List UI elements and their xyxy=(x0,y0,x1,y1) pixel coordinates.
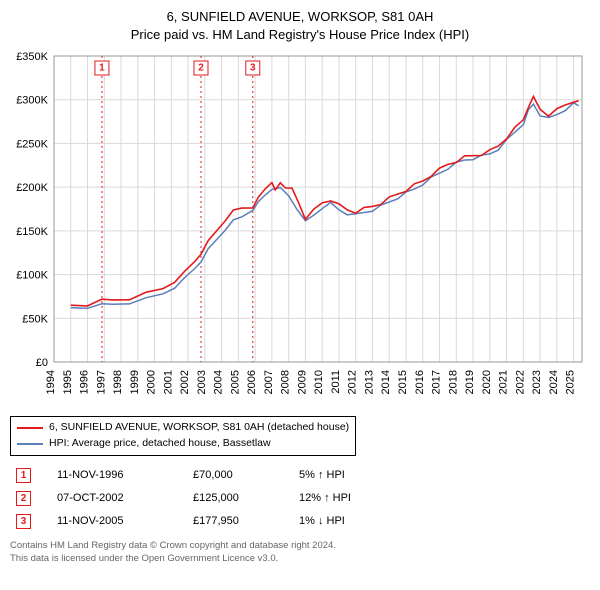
legend-label: HPI: Average price, detached house, Bass… xyxy=(49,436,271,452)
attribution-line1: Contains HM Land Registry data © Crown c… xyxy=(10,539,590,552)
chart-title-line1: 6, SUNFIELD AVENUE, WORKSOP, S81 0AH xyxy=(10,8,590,26)
svg-text:2009: 2009 xyxy=(296,370,308,394)
transaction-row: 3 11-NOV-2005 £177,950 1% ↓ HPI xyxy=(10,510,590,533)
svg-text:1999: 1999 xyxy=(129,370,141,394)
attribution-line2: This data is licensed under the Open Gov… xyxy=(10,552,590,565)
transaction-price: £125,000 xyxy=(193,492,273,504)
svg-text:2005: 2005 xyxy=(229,370,241,394)
legend-swatch xyxy=(17,427,43,429)
chart-title-block: 6, SUNFIELD AVENUE, WORKSOP, S81 0AH Pri… xyxy=(10,8,590,44)
svg-text:2000: 2000 xyxy=(146,370,158,394)
svg-text:1995: 1995 xyxy=(62,370,74,394)
legend-row-1: HPI: Average price, detached house, Bass… xyxy=(17,436,349,452)
svg-text:2021: 2021 xyxy=(498,370,510,394)
svg-text:2008: 2008 xyxy=(280,370,292,394)
svg-text:1994: 1994 xyxy=(45,370,57,394)
svg-text:2007: 2007 xyxy=(263,370,275,394)
svg-text:2017: 2017 xyxy=(431,370,443,394)
svg-text:£150K: £150K xyxy=(16,226,48,238)
svg-text:1: 1 xyxy=(99,63,105,74)
transaction-date: 11-NOV-1996 xyxy=(57,469,167,481)
svg-text:2001: 2001 xyxy=(162,370,174,394)
svg-text:1996: 1996 xyxy=(79,370,91,394)
svg-text:2014: 2014 xyxy=(380,370,392,394)
chart-svg: £0 £50K £100K £150K £200K £250K £300K £350K 1994… xyxy=(10,50,590,410)
transaction-diff: 5% ↑ HPI xyxy=(299,469,389,481)
svg-text:1997: 1997 xyxy=(95,370,107,394)
chart-title-line2: Price paid vs. HM Land Registry's House … xyxy=(10,26,590,44)
svg-text:3: 3 xyxy=(250,63,256,74)
svg-text:2025: 2025 xyxy=(565,370,577,394)
transaction-row: 1 11-NOV-1996 £70,000 5% ↑ HPI xyxy=(10,464,590,487)
transaction-marker: 2 xyxy=(16,491,31,506)
legend-swatch xyxy=(17,443,43,445)
svg-text:2019: 2019 xyxy=(464,370,476,394)
svg-text:£300K: £300K xyxy=(16,95,48,107)
transaction-date: 07-OCT-2002 xyxy=(57,492,167,504)
transaction-price: £70,000 xyxy=(193,469,273,481)
svg-text:2018: 2018 xyxy=(447,370,459,394)
transaction-diff: 1% ↓ HPI xyxy=(299,515,389,527)
svg-text:2003: 2003 xyxy=(196,370,208,394)
svg-text:2013: 2013 xyxy=(363,370,375,394)
legend-label: 6, SUNFIELD AVENUE, WORKSOP, S81 0AH (de… xyxy=(49,420,349,436)
transaction-row: 2 07-OCT-2002 £125,000 12% ↑ HPI xyxy=(10,487,590,510)
svg-text:2011: 2011 xyxy=(330,370,342,394)
svg-text:2020: 2020 xyxy=(481,370,493,394)
svg-text:2010: 2010 xyxy=(313,370,325,394)
svg-text:2006: 2006 xyxy=(246,370,258,394)
transaction-diff: 12% ↑ HPI xyxy=(299,492,389,504)
attribution: Contains HM Land Registry data © Crown c… xyxy=(10,539,590,566)
svg-text:2024: 2024 xyxy=(548,370,560,394)
svg-text:£50K: £50K xyxy=(22,314,48,326)
svg-text:2012: 2012 xyxy=(347,370,359,394)
transaction-price: £177,950 xyxy=(193,515,273,527)
price-chart: £0 £50K £100K £150K £200K £250K £300K £350K 1994… xyxy=(10,50,590,410)
svg-text:£200K: £200K xyxy=(16,183,48,195)
svg-text:£100K: £100K xyxy=(16,270,48,282)
svg-text:2004: 2004 xyxy=(213,370,225,394)
svg-text:£0: £0 xyxy=(36,357,48,369)
transaction-date: 11-NOV-2005 xyxy=(57,515,167,527)
legend: 6, SUNFIELD AVENUE, WORKSOP, S81 0AH (de… xyxy=(10,416,356,456)
svg-text:2015: 2015 xyxy=(397,370,409,394)
transaction-marker: 3 xyxy=(16,514,31,529)
svg-text:1998: 1998 xyxy=(112,370,124,394)
svg-text:2: 2 xyxy=(198,63,204,74)
svg-text:2022: 2022 xyxy=(514,370,526,394)
svg-text:2002: 2002 xyxy=(179,370,191,394)
svg-text:£350K: £350K xyxy=(16,51,48,63)
legend-row-0: 6, SUNFIELD AVENUE, WORKSOP, S81 0AH (de… xyxy=(17,420,349,436)
svg-text:2016: 2016 xyxy=(414,370,426,394)
transactions-table: 1 11-NOV-1996 £70,000 5% ↑ HPI 2 07-OCT-2002 £… xyxy=(10,464,590,533)
transaction-marker: 1 xyxy=(16,468,31,483)
svg-text:£250K: £250K xyxy=(16,139,48,151)
svg-text:2023: 2023 xyxy=(531,370,543,394)
